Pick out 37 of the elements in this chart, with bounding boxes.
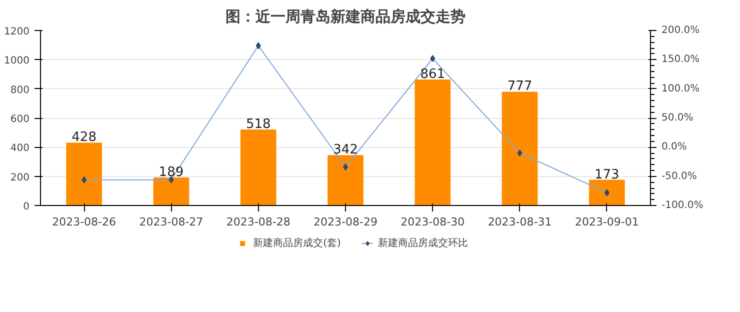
y2-tick-label: -100.0% (662, 200, 704, 211)
y-tick-label: 800 (10, 84, 30, 96)
x-tick-label: 2023-08-26 (52, 216, 116, 228)
data-label: 342 (333, 142, 358, 158)
bar (589, 180, 625, 206)
x-tick-label: 2023-08-28 (226, 216, 290, 228)
y2-tick-label: -50.0% (662, 170, 697, 182)
data-label: 861 (420, 66, 446, 82)
y2-tick-label: 200.0% (662, 25, 700, 36)
data-label: 173 (594, 167, 620, 182)
y-tick-label: 400 (10, 143, 30, 154)
bar (240, 129, 276, 206)
legend-label: 新建商品房成交(套) (253, 236, 341, 250)
y2-tick-label: 50.0% (662, 112, 694, 124)
y-tick-label: 200 (10, 172, 30, 184)
y2-tick-label: 100.0% (662, 83, 700, 94)
bar (153, 177, 190, 206)
x-tick-label: 2023-08-31 (488, 216, 552, 228)
y2-tick-label: 0.0% (662, 142, 687, 153)
y-tick-label: 1200 (4, 26, 30, 38)
legend-label: 新建商品房成交环比 (378, 236, 468, 250)
x-tick-label: 2023-09-01 (574, 216, 639, 228)
y-tick-label: 0 (23, 202, 30, 212)
y-tick-label: 600 (10, 114, 30, 125)
bar (414, 79, 451, 206)
bar (66, 142, 102, 206)
chart-title: 图：近一周青岛新建商品房成交走势 (226, 8, 466, 26)
bar (328, 155, 364, 206)
x-tick-label: 2023-08-29 (314, 216, 378, 228)
x-tick-label: 2023-08-27 (139, 216, 204, 228)
data-label: 428 (72, 130, 96, 146)
y-tick-label: 1000 (4, 56, 30, 67)
bar (502, 92, 538, 206)
x-tick-label: 2023-08-30 (400, 216, 465, 228)
y2-tick-label: 150.0% (662, 54, 700, 66)
data-label: 777 (507, 79, 532, 94)
data-label: 518 (246, 116, 271, 132)
